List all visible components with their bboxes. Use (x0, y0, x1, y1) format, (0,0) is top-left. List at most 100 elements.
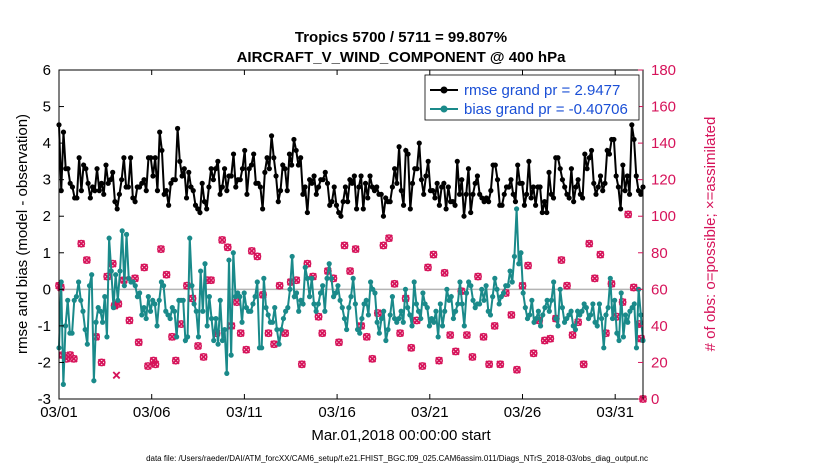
bias-point (548, 297, 555, 303)
bias-point (147, 308, 154, 314)
rmse-point (524, 191, 530, 197)
obs-possible-marker (281, 329, 290, 338)
bias-point (470, 297, 476, 303)
bias-point (352, 301, 358, 307)
y2-tick-label: 0 (651, 391, 659, 408)
bias-point (551, 279, 557, 285)
bias-point (350, 275, 356, 281)
bias-point (80, 308, 86, 314)
obs-possible-marker (162, 270, 171, 279)
rmse-point (470, 191, 476, 197)
obs-assimilated-marker (590, 274, 599, 283)
rmse-point (201, 199, 208, 205)
bias-point (161, 283, 167, 289)
obs-assimilated-marker (140, 263, 149, 272)
legend-rmse-marker (440, 86, 448, 94)
obs-assimilated-marker (368, 354, 377, 363)
obs-possible-marker (512, 365, 521, 374)
bias-point (533, 315, 539, 322)
bias-point (439, 323, 446, 329)
y-tick-label: 1 (43, 245, 51, 262)
bias-point (435, 334, 441, 340)
rmse-point (221, 166, 228, 172)
bias-point (69, 330, 75, 336)
bias-point (62, 323, 69, 329)
bias-point (141, 305, 147, 311)
bias-point (73, 294, 80, 300)
rmse-point (492, 162, 498, 168)
bias-point (315, 301, 321, 307)
rmse-point (295, 162, 302, 168)
y2-axis-label: # of obs: o=possible; ×=assimilated (702, 117, 719, 352)
rmse-point (322, 169, 328, 175)
y-tick-label: 3 (43, 172, 51, 189)
obs-assimilated-marker (151, 360, 160, 369)
rmse-point (456, 191, 463, 197)
bias-point (415, 308, 422, 314)
rmse-point (78, 188, 84, 194)
bias-point (123, 231, 130, 238)
rmse-point (633, 173, 639, 179)
bias-point (322, 308, 328, 314)
bias-point (620, 334, 626, 340)
bias-point (254, 279, 260, 285)
bias-point (463, 290, 470, 296)
y-axis-right: 0 20 40 60 80 100 120 140 160 180 (638, 62, 676, 408)
x-tick-label: 03/01 (40, 404, 78, 421)
bias-point (601, 345, 607, 351)
bias-point (396, 315, 402, 322)
bias-point (226, 257, 232, 263)
obs-possible-marker (390, 279, 399, 288)
rmse-point (257, 184, 263, 190)
bias-point (293, 290, 300, 296)
chart-title: Tropics 5700 / 5711 = 99.807% (295, 29, 507, 46)
rmse-point (143, 188, 149, 194)
rmse-point (204, 206, 210, 212)
y-tick-label: 6 (43, 62, 51, 79)
obs-possible-marker (507, 310, 516, 319)
obs-assimilated-marker (463, 331, 471, 339)
bias-point (341, 315, 348, 322)
bias-point (309, 275, 315, 281)
bias-point (224, 370, 230, 377)
bias-point (324, 275, 330, 281)
bias-point (289, 253, 295, 260)
rmse-point (74, 195, 80, 201)
bias-point (339, 305, 345, 311)
obs-assimilated-marker (340, 241, 349, 250)
y-tick-label: -2 (38, 354, 51, 371)
obs-possible-marker (362, 332, 371, 341)
bias-point (448, 294, 454, 300)
bias-point (78, 297, 84, 303)
rmse-point (179, 173, 185, 179)
rmse-point (289, 162, 295, 168)
rmse-point (271, 155, 277, 161)
rmse-point (528, 195, 534, 201)
rmse-point (206, 184, 212, 190)
obs-assimilated-marker (275, 281, 284, 290)
rmse-point (445, 184, 451, 190)
y2-tick-label: 140 (651, 135, 676, 152)
obs-possible-marker (451, 347, 460, 356)
bias-point (252, 294, 258, 300)
rmse-point (544, 209, 550, 216)
bias-point (357, 330, 363, 336)
bias-point (568, 308, 574, 314)
bias-point (213, 315, 219, 322)
obs-possible-marker (385, 234, 393, 243)
obs-assimilated-marker (529, 349, 538, 358)
bias-point (239, 319, 245, 325)
rmse-point (114, 206, 120, 212)
rmse-point (392, 166, 398, 172)
rmse-point (441, 180, 447, 186)
bias-point (189, 283, 195, 289)
obs-assimilated-marker (407, 343, 416, 352)
bias-point (400, 319, 406, 325)
obs-possible-marker (314, 312, 323, 321)
bias-point (638, 312, 644, 318)
rmse-point (268, 133, 275, 139)
obs-assimilated-marker (171, 356, 180, 365)
bias-point (276, 341, 282, 347)
obs-assimilated-marker (396, 329, 404, 338)
rmse-point (291, 136, 297, 143)
